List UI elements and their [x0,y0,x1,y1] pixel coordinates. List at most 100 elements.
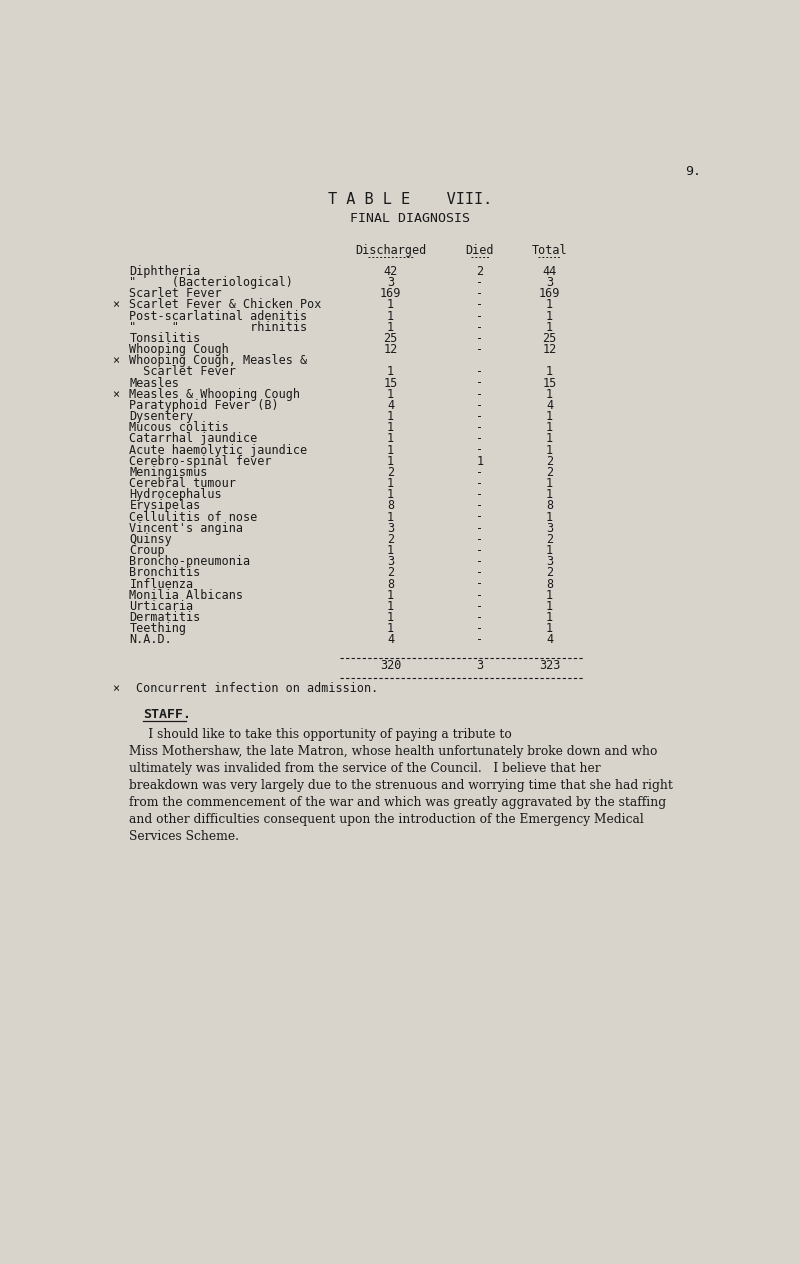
Text: -: - [476,611,483,624]
Text: 9.: 9. [685,164,701,178]
Text: Measles & Whooping Cough: Measles & Whooping Cough [130,388,301,401]
Text: -: - [476,578,483,590]
Text: -: - [476,477,483,490]
Text: Dysentery: Dysentery [130,410,194,423]
Text: Quinsy: Quinsy [130,533,172,546]
Text: 1: 1 [387,611,394,624]
Text: 2: 2 [546,533,553,546]
Text: 3: 3 [546,555,553,569]
Text: 2: 2 [476,265,483,278]
Text: 320: 320 [380,659,402,672]
Text: 2: 2 [546,466,553,479]
Text: Tonsilitis: Tonsilitis [130,332,201,345]
Text: T A B L E    VIII.: T A B L E VIII. [328,192,492,207]
Text: Monilia Albicans: Monilia Albicans [130,589,243,602]
Text: Dermatitis: Dermatitis [130,611,201,624]
Text: 169: 169 [539,287,560,301]
Text: -: - [476,432,483,445]
Text: 1: 1 [387,511,394,523]
Text: 4: 4 [387,633,394,646]
Text: -: - [476,544,483,557]
Text: Scarlet Fever: Scarlet Fever [130,287,222,301]
Text: 2: 2 [387,466,394,479]
Text: Post-scarlatinal adenitis: Post-scarlatinal adenitis [130,310,307,322]
Text: 8: 8 [546,578,553,590]
Text: Cerebro-spinal fever: Cerebro-spinal fever [130,455,272,468]
Text: 1: 1 [387,298,394,311]
Text: -: - [476,332,483,345]
Text: 1: 1 [387,477,394,490]
Text: Erysipelas: Erysipelas [130,499,201,512]
Text: 3: 3 [387,522,394,535]
Text: -: - [476,466,483,479]
Text: -: - [476,622,483,635]
Text: Miss Mothershaw, the late Matron, whose health unfortunately broke down and who: Miss Mothershaw, the late Matron, whose … [130,746,658,758]
Text: 1: 1 [546,622,553,635]
Text: 169: 169 [380,287,402,301]
Text: -: - [476,600,483,613]
Text: 1: 1 [476,455,483,468]
Text: ×: × [112,354,119,368]
Text: -: - [476,287,483,301]
Text: Scarlet Fever: Scarlet Fever [130,365,236,378]
Text: -: - [476,321,483,334]
Text: 2: 2 [387,533,394,546]
Text: ultimately was invalided from the service of the Council.   I believe that her: ultimately was invalided from the servic… [130,762,601,775]
Text: 1: 1 [546,444,553,456]
Text: 1: 1 [546,544,553,557]
Text: 44: 44 [542,265,557,278]
Text: 1: 1 [387,589,394,602]
Text: 1: 1 [387,365,394,378]
Text: 1: 1 [546,477,553,490]
Text: -: - [476,298,483,311]
Text: 1: 1 [546,421,553,435]
Text: 2: 2 [387,566,394,579]
Text: Whooping Cough, Measles &: Whooping Cough, Measles & [130,354,307,368]
Text: 8: 8 [387,578,394,590]
Text: 25: 25 [542,332,557,345]
Text: 1: 1 [546,488,553,502]
Text: Influenza: Influenza [130,578,194,590]
Text: Cerebral tumour: Cerebral tumour [130,477,236,490]
Text: Teething: Teething [130,622,186,635]
Text: 8: 8 [387,499,394,512]
Text: Meningismus: Meningismus [130,466,208,479]
Text: ×: × [112,683,119,695]
Text: 25: 25 [383,332,398,345]
Text: Total: Total [532,244,567,257]
Text: Cellulitis of nose: Cellulitis of nose [130,511,258,523]
Text: 1: 1 [387,432,394,445]
Text: -: - [476,566,483,579]
Text: Mucous colitis: Mucous colitis [130,421,229,435]
Text: FINAL DIAGNOSIS: FINAL DIAGNOSIS [350,212,470,225]
Text: 1: 1 [387,544,394,557]
Text: -: - [476,310,483,322]
Text: 1: 1 [546,589,553,602]
Text: -: - [476,589,483,602]
Text: "     (Bacteriological): " (Bacteriological) [130,276,294,289]
Text: 1: 1 [546,511,553,523]
Text: Bronchitis: Bronchitis [130,566,201,579]
Text: 3: 3 [387,276,394,289]
Text: Services Scheme.: Services Scheme. [130,830,239,843]
Text: 1: 1 [387,444,394,456]
Text: 3: 3 [546,276,553,289]
Text: 15: 15 [542,377,557,389]
Text: -: - [476,511,483,523]
Text: 1: 1 [387,321,394,334]
Text: -: - [476,499,483,512]
Text: 1: 1 [387,410,394,423]
Text: -: - [476,410,483,423]
Text: 1: 1 [546,600,553,613]
Text: Discharged: Discharged [355,244,426,257]
Text: 1: 1 [546,365,553,378]
Text: ×: × [112,388,119,401]
Text: 2: 2 [546,455,553,468]
Text: 2: 2 [546,566,553,579]
Text: -: - [476,399,483,412]
Text: 1: 1 [387,488,394,502]
Text: -: - [476,555,483,569]
Text: 12: 12 [383,343,398,356]
Text: STAFF.: STAFF. [142,708,190,722]
Text: -: - [476,633,483,646]
